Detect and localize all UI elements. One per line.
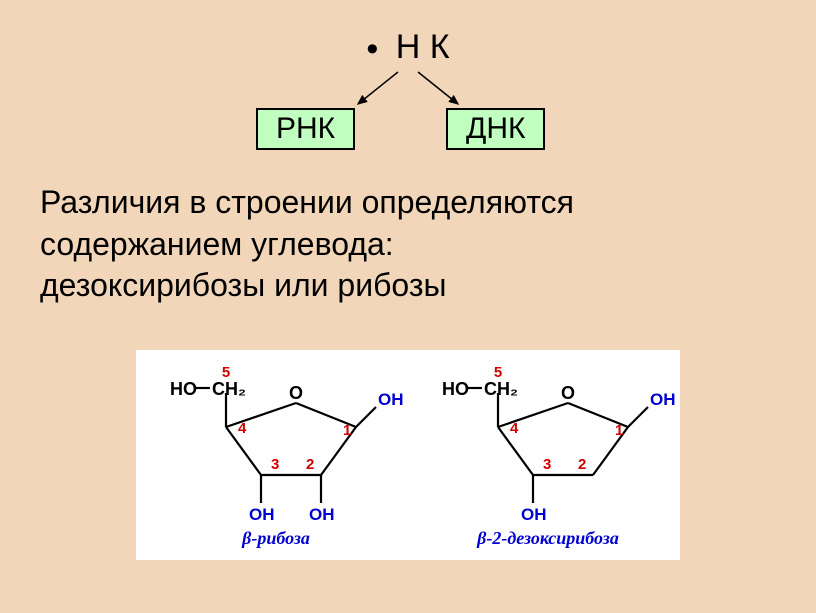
desc-line3: дезоксирибозы или рибозы xyxy=(40,265,776,307)
num4: 4 xyxy=(238,420,247,437)
ho-label: HO xyxy=(442,379,469,399)
box-dna-label: ДНК xyxy=(466,112,525,145)
num5: 5 xyxy=(222,364,230,381)
oh-c3: OH xyxy=(249,505,275,524)
ribose-structure: O HO CH₂ OH OH OH 5 4 3 2 1 β-рибоза xyxy=(146,355,406,555)
beta-prefix: β xyxy=(477,528,486,548)
num1: 1 xyxy=(615,422,623,439)
box-dna: ДНК xyxy=(446,108,545,150)
chemistry-panel: O HO CH₂ OH OH OH 5 4 3 2 1 β-рибоза xyxy=(136,350,680,560)
page-header: • Н К xyxy=(366,28,449,69)
oh-c1: OH xyxy=(378,390,404,409)
deoxyribose-caption: β-2-дезоксирибоза xyxy=(418,528,678,549)
num1: 1 xyxy=(343,422,351,439)
branch-arrows xyxy=(308,70,508,110)
box-rna-label: РНК xyxy=(276,112,335,145)
num4: 4 xyxy=(510,420,519,437)
bullet: • xyxy=(366,30,378,68)
num3: 3 xyxy=(543,456,551,473)
beta-prefix: β xyxy=(242,528,251,548)
oh-c3: OH xyxy=(521,505,547,524)
num5: 5 xyxy=(494,364,502,381)
num3: 3 xyxy=(271,456,279,473)
ribose-caption: β-рибоза xyxy=(146,528,406,549)
deoxyribose-structure: O HO CH₂ OH OH 5 4 3 2 1 β-2-дезоксирибо… xyxy=(418,355,678,555)
ring-o: O xyxy=(561,383,575,403)
oh-c1: OH xyxy=(650,390,676,409)
header-text: Н К xyxy=(396,28,450,66)
oh-c2: OH xyxy=(309,505,335,524)
deoxy-name: -2-дезоксирибоза xyxy=(486,528,618,548)
desc-line1: Различия в строении определяются xyxy=(40,182,776,224)
ho-label: HO xyxy=(170,379,197,399)
ch2-label: CH₂ xyxy=(212,379,246,399)
description-text: Различия в строении определяются содержа… xyxy=(40,182,776,307)
num2: 2 xyxy=(306,456,314,473)
num2: 2 xyxy=(578,456,586,473)
ribose-name: -рибоза xyxy=(251,528,310,548)
ring-o: O xyxy=(289,383,303,403)
box-rna: РНК xyxy=(256,108,355,150)
ch2-label: CH₂ xyxy=(484,379,518,399)
desc-line2: содержанием углевода: xyxy=(40,224,776,266)
